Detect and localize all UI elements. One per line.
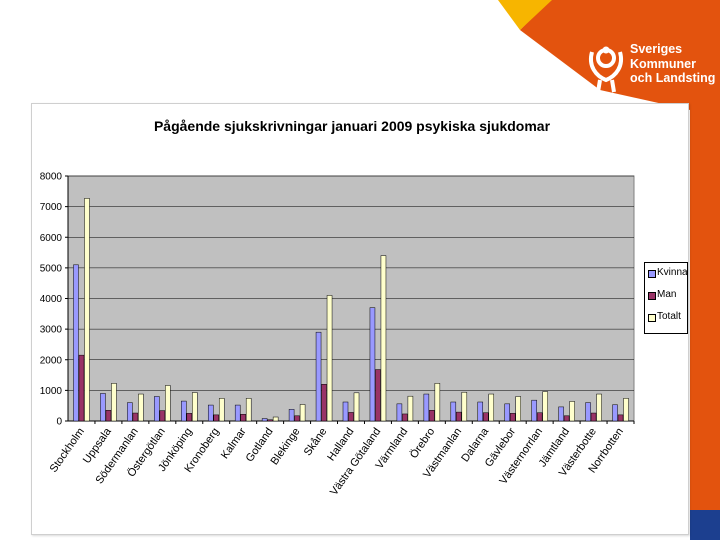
- chart-legend: Kvinna Man Totalt: [644, 262, 688, 334]
- bar-chart: 0 1000 2000 3000 4000 5000 6000 7000 8000 Stockho…: [40, 172, 635, 498]
- bar-man: [132, 412, 139, 422]
- bar-kvinna: [315, 331, 322, 422]
- bar-man: [536, 412, 543, 422]
- bar-totalt: [84, 198, 90, 422]
- legend-swatch-kvinna: [648, 270, 656, 278]
- logo-text: Sveriges Kommuner och Landsting: [630, 42, 720, 86]
- bar-kvinna: [423, 393, 430, 422]
- bar-totalt: [326, 295, 333, 422]
- bar-totalt: [218, 398, 225, 422]
- bar-man: [348, 412, 354, 422]
- bar-man: [509, 413, 516, 422]
- bar-kvinna: [558, 406, 564, 422]
- bar-totalt: [245, 398, 252, 422]
- bar-man: [617, 414, 624, 422]
- yellow-band: [498, 0, 552, 30]
- bar-totalt: [111, 383, 117, 422]
- y-tick-label: 4000: [40, 294, 63, 305]
- bar-man: [78, 354, 85, 422]
- skl-logo: Sveriges Kommuner och Landsting: [586, 40, 716, 100]
- bar-totalt: [569, 401, 575, 422]
- bar-man: [159, 410, 166, 422]
- bar-kvinna: [100, 393, 106, 422]
- legend-item-totalt: Totalt: [645, 311, 687, 329]
- bar-man: [240, 414, 246, 422]
- x-tick-label: Stockholm: [48, 426, 87, 475]
- y-tick-label: 3000: [40, 325, 63, 336]
- legend-label-man: Man: [657, 289, 677, 300]
- bar-kvinna: [127, 402, 133, 422]
- bar-totalt: [542, 391, 548, 422]
- orange-band: [520, 0, 720, 540]
- x-tick-label: Skåne: [302, 426, 330, 458]
- bar-man: [186, 413, 193, 422]
- bar-kvinna: [261, 418, 268, 422]
- bar-man: [402, 413, 408, 422]
- bar-man: [321, 384, 327, 422]
- bar-kvinna: [181, 400, 187, 422]
- bar-totalt: [299, 404, 306, 422]
- bar-kvinna: [73, 264, 79, 422]
- bar-man: [483, 412, 489, 422]
- bar-kvinna: [612, 404, 618, 422]
- chart-title: Pågående sjukskrivningar januari 2009 ps…: [153, 118, 551, 134]
- bar-kvinna: [477, 401, 484, 422]
- bar-kvinna: [288, 409, 295, 422]
- bar-totalt: [434, 383, 441, 422]
- bar-kvinna: [369, 307, 376, 422]
- orange-bottom-strip: [690, 510, 720, 540]
- logo-line-1: Sveriges: [630, 42, 683, 56]
- bar-man: [375, 369, 381, 422]
- bar-totalt: [407, 395, 414, 422]
- y-tick-label: 2000: [40, 355, 63, 366]
- legend-item-kvinna: Kvinna: [645, 267, 688, 285]
- legend-swatch-totalt: [648, 314, 656, 322]
- bar-kvinna: [531, 399, 537, 422]
- y-tick-label: 7000: [40, 202, 63, 213]
- bar-kvinna: [450, 401, 457, 422]
- bar-kvinna: [154, 396, 160, 422]
- y-tick-label: 5000: [40, 263, 63, 274]
- y-tick-label: 1000: [40, 386, 63, 397]
- logo-figure-icon: [589, 46, 623, 93]
- bar-totalt: [488, 393, 495, 422]
- bar-totalt: [380, 255, 387, 422]
- bar-man: [590, 412, 597, 422]
- bar-man: [213, 414, 219, 422]
- bar-man: [429, 410, 435, 422]
- legend-swatch-man: [648, 292, 656, 300]
- bar-man: [105, 410, 112, 422]
- bar-totalt: [138, 393, 144, 422]
- bar-kvinna: [396, 403, 403, 422]
- bar-kvinna: [234, 404, 241, 422]
- legend-item-man: Man: [645, 289, 687, 307]
- bar-totalt: [353, 392, 360, 422]
- bar-totalt: [192, 392, 198, 422]
- bar-man: [267, 419, 273, 422]
- bar-totalt: [272, 416, 279, 422]
- logo-line-2: Kommuner: [630, 56, 696, 71]
- bar-kvinna: [504, 403, 510, 422]
- bar-totalt: [515, 396, 521, 422]
- bar-totalt: [623, 398, 629, 422]
- logo-line-3: och Landsting: [630, 71, 716, 85]
- bar-man: [456, 411, 462, 422]
- bar-man: [294, 415, 300, 422]
- bar-kvinna: [342, 401, 349, 422]
- chart-frame: Pågående sjukskrivningar januari 2009 ps…: [31, 103, 689, 535]
- legend-label-kvinna: Kvinna: [657, 267, 688, 278]
- bar-totalt: [461, 391, 468, 422]
- bar-kvinna: [207, 404, 214, 422]
- y-tick-label: 0: [56, 417, 62, 428]
- legend-label-totalt: Totalt: [657, 311, 681, 322]
- bar-kvinna: [585, 402, 591, 422]
- bar-totalt: [165, 385, 171, 422]
- bar-man: [563, 415, 570, 422]
- bar-totalt: [596, 393, 602, 422]
- y-tick-label: 6000: [40, 233, 63, 244]
- y-tick-label: 8000: [40, 172, 63, 183]
